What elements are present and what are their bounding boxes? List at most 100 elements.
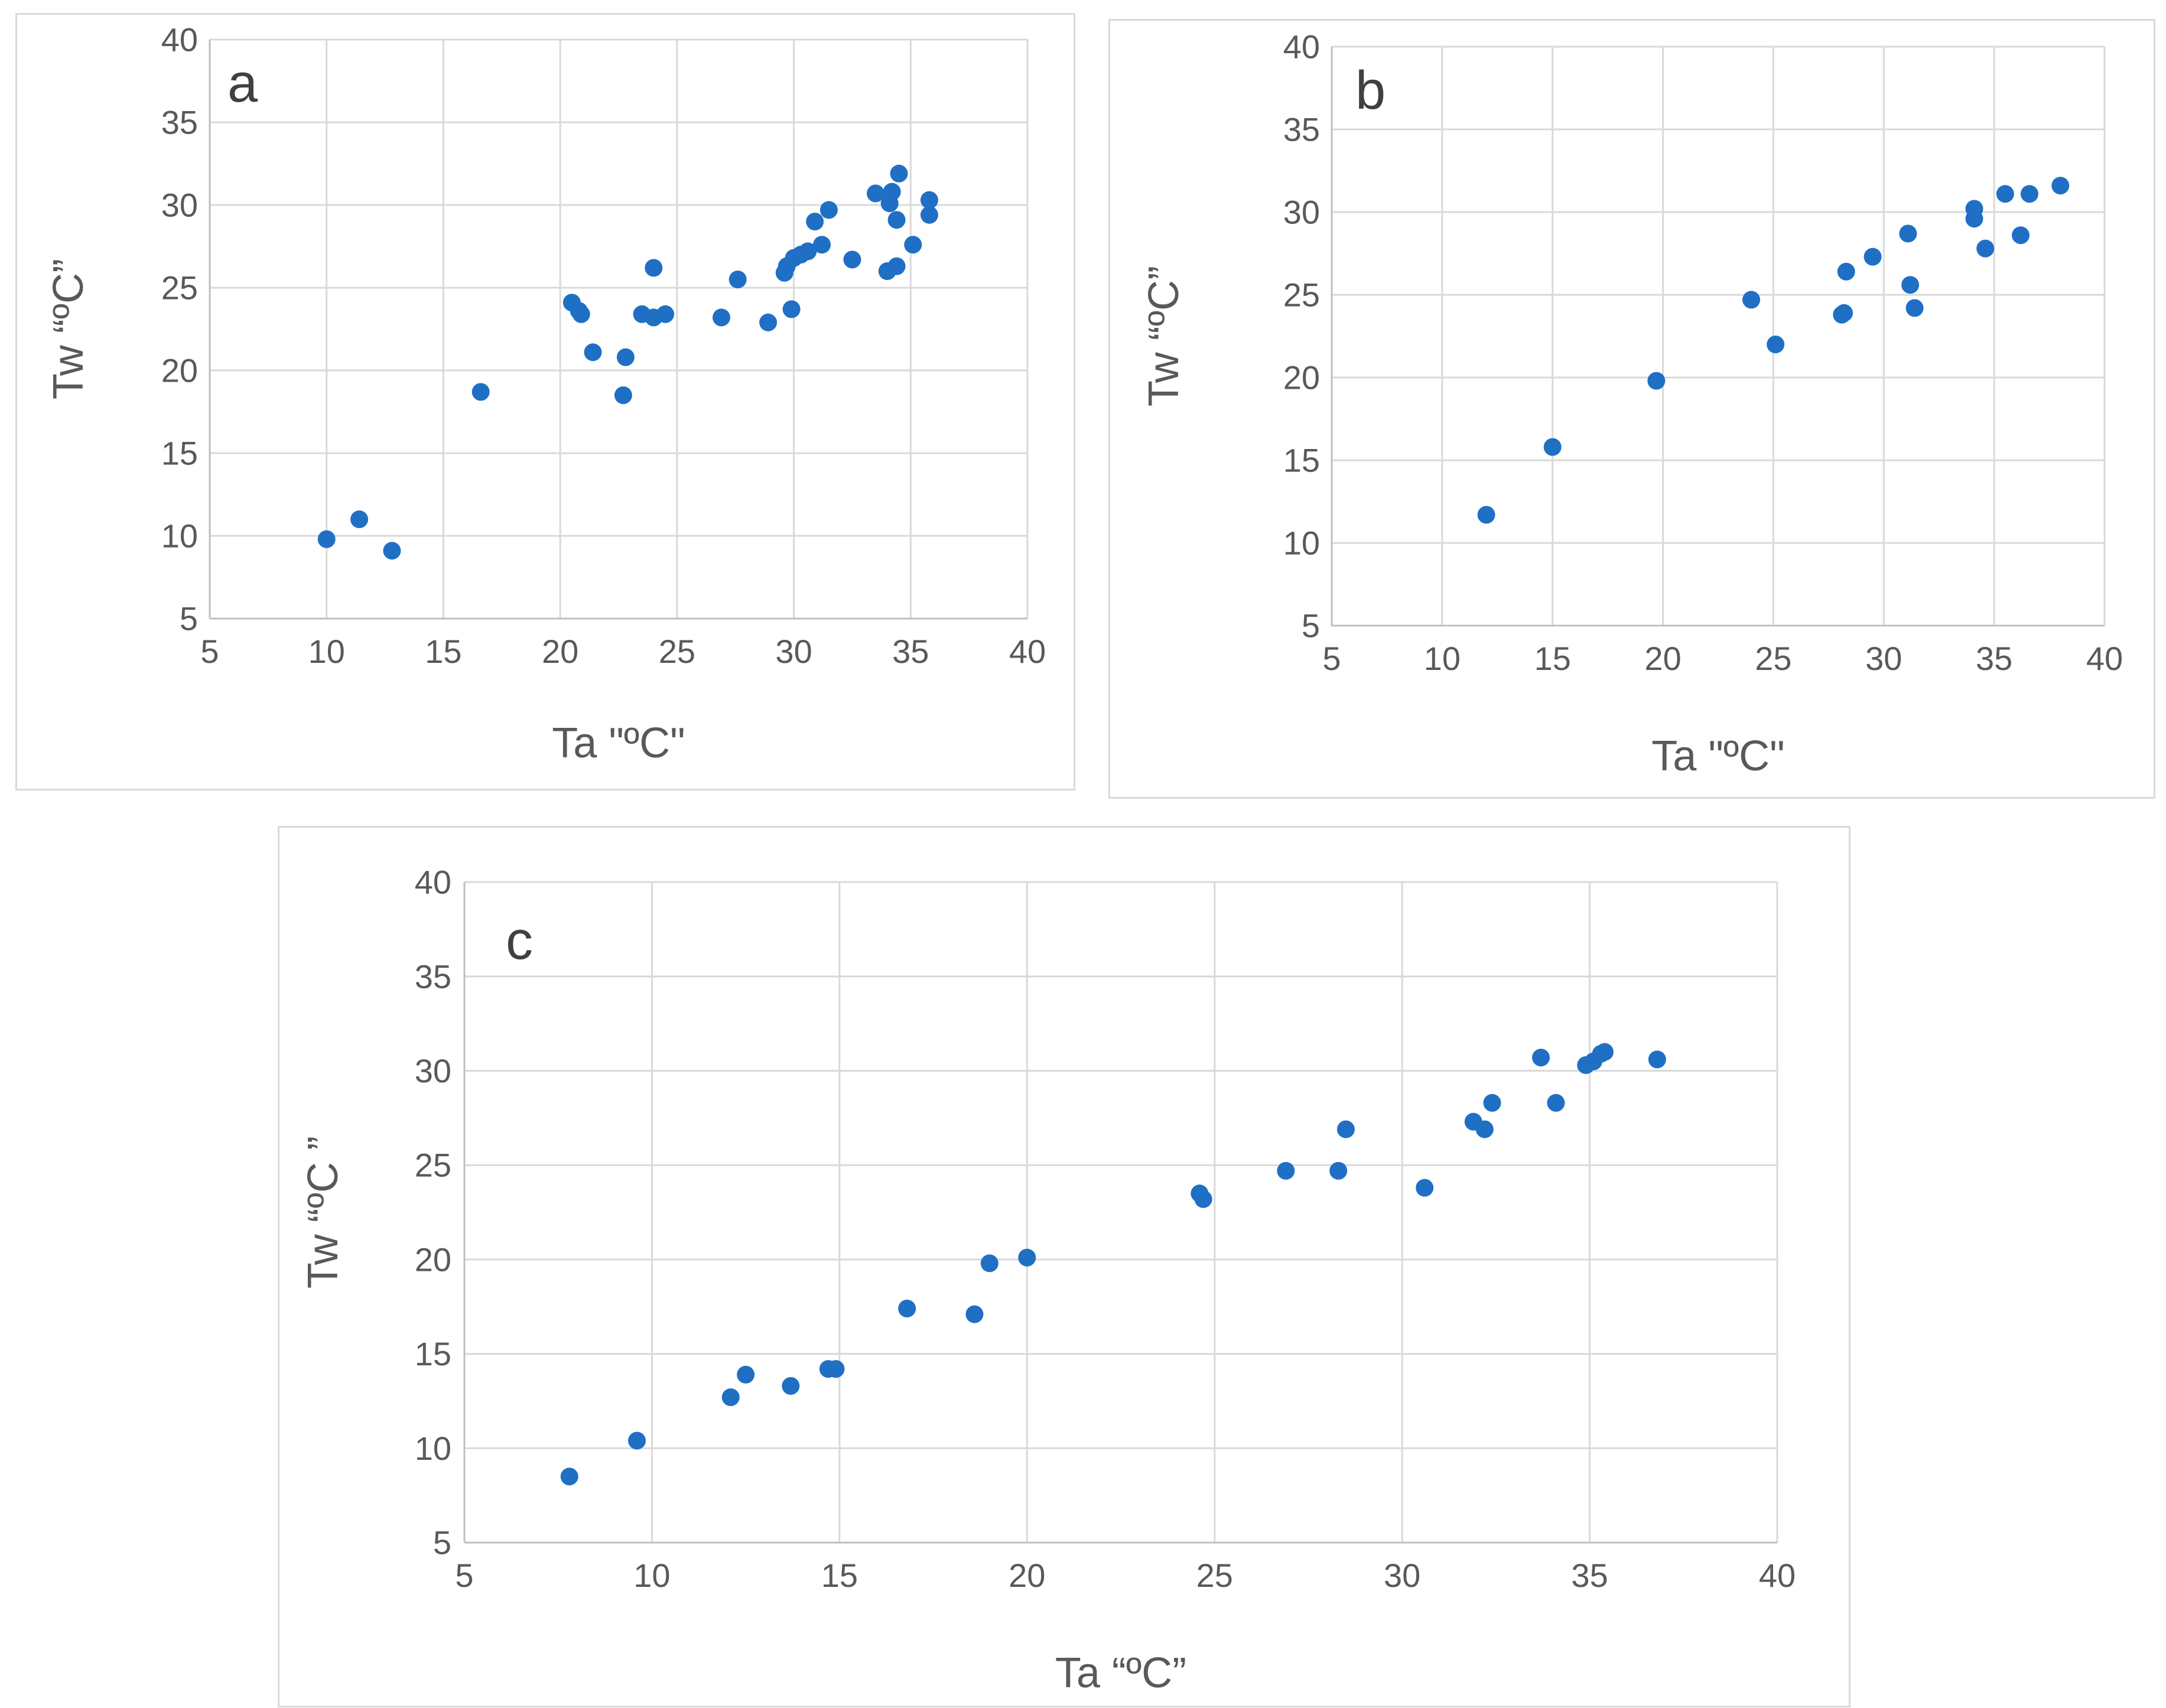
data-point (721, 1388, 740, 1407)
x-tick-label: 20 (542, 633, 578, 670)
panel-label: c (506, 910, 533, 971)
data-point (1018, 1248, 1036, 1267)
y-tick-label: 25 (161, 269, 198, 307)
data-point (656, 305, 675, 323)
x-tick-label: 15 (425, 633, 461, 670)
data-point (866, 184, 884, 203)
x-tick-label: 35 (1976, 640, 2012, 677)
data-point (799, 242, 817, 261)
y-tick-label: 15 (1283, 442, 1320, 479)
x-tick-label: 30 (1865, 640, 1902, 677)
y-tick-label: 25 (1283, 276, 1320, 314)
data-point (1475, 1120, 1494, 1138)
x-tick-label: 10 (1424, 640, 1461, 677)
data-point (1905, 299, 1924, 317)
data-point (560, 1468, 578, 1486)
x-tick-label: 5 (455, 1557, 473, 1594)
data-point (1595, 1043, 1614, 1061)
data-point (1277, 1162, 1295, 1180)
data-point (1863, 248, 1882, 266)
data-point (471, 383, 490, 401)
data-point (1996, 185, 2014, 203)
x-tick-label: 15 (1534, 640, 1571, 677)
data-point (1483, 1094, 1501, 1112)
data-point (616, 348, 635, 366)
data-point (350, 510, 369, 528)
y-tick-label: 20 (161, 352, 198, 389)
x-tick-label: 35 (1571, 1557, 1608, 1594)
data-point (628, 1432, 646, 1450)
x-tick-label: 40 (1759, 1557, 1796, 1594)
data-point (1976, 239, 1995, 258)
data-point (712, 308, 730, 327)
x-tick-label: 25 (659, 633, 695, 670)
y-tick-label: 35 (1283, 111, 1320, 148)
data-point (887, 257, 906, 275)
data-point (614, 386, 632, 404)
y-tick-label: 5 (1302, 607, 1320, 645)
data-point (883, 183, 901, 201)
x-axis-title: Ta "ºC" (1651, 733, 1784, 780)
y-tick-label: 5 (433, 1524, 451, 1561)
x-axis-title: Ta “ºC” (1055, 1650, 1186, 1697)
x-axis-title: Ta "ºC" (552, 720, 685, 767)
chart-panel-a: 5 10 15 20 25 30 35 40 5 10 15 20 25 30 35 40 Ta "ºC" Tw … (15, 13, 1075, 790)
data-point (1742, 291, 1761, 309)
data-point (1647, 372, 1666, 390)
data-point (1194, 1190, 1212, 1208)
y-tick-label: 15 (415, 1335, 451, 1372)
y-tick-label: 30 (161, 187, 198, 224)
chart-panel-c: 5 10 15 20 25 30 35 40 5 10 15 20 25 30 35 40 Ta “ºC” Tw … (278, 826, 1850, 1707)
panel-label: b (1355, 60, 1386, 121)
x-tick-label: 20 (1644, 640, 1681, 677)
scatter-plot-b: 5 10 15 20 25 30 35 40 5 10 15 20 25 30 35 40 Ta "ºC" Tw … (1140, 28, 2123, 780)
data-point (887, 211, 906, 229)
data-point (813, 236, 831, 254)
y-tick-label: 10 (415, 1430, 451, 1467)
x-tick-label: 15 (821, 1557, 858, 1594)
data-point (737, 1365, 755, 1384)
data-point (1532, 1049, 1550, 1067)
x-tick-label: 40 (2086, 640, 2123, 677)
data-point (1901, 276, 1920, 294)
data-point (1835, 304, 1853, 322)
data-point (317, 530, 336, 548)
data-point (1543, 438, 1562, 456)
data-point (1837, 262, 1855, 281)
y-tick-label: 20 (415, 1241, 451, 1278)
x-tick-label: 10 (633, 1557, 670, 1594)
y-tick-label: 25 (415, 1147, 451, 1184)
data-point (965, 1305, 984, 1323)
data-point (843, 250, 861, 269)
data-point (2051, 177, 2070, 195)
data-point (806, 213, 824, 230)
panel-label: a (227, 53, 258, 113)
data-point (1336, 1120, 1355, 1138)
data-point (819, 201, 838, 219)
data-point (782, 1377, 800, 1395)
data-point (904, 236, 922, 254)
y-axis-title: Tw “ºC” (1140, 266, 1188, 406)
x-tick-label: 35 (892, 633, 929, 670)
y-tick-label: 5 (180, 600, 198, 637)
x-tick-label: 5 (1322, 640, 1341, 677)
data-point (920, 191, 938, 209)
data-point (1547, 1094, 1565, 1112)
data-point (572, 305, 590, 323)
y-axis-title: Tw “ºC ” (300, 1136, 347, 1289)
data-point (1329, 1162, 1348, 1180)
data-point (898, 1299, 916, 1317)
y-tick-label: 10 (161, 518, 198, 555)
y-tick-label: 40 (1283, 28, 1320, 66)
data-point (920, 206, 938, 224)
data-point (1965, 200, 1983, 218)
y-tick-label: 35 (415, 958, 451, 995)
data-point (383, 542, 401, 560)
y-tick-label: 30 (1283, 194, 1320, 231)
data-point (759, 313, 778, 331)
data-point (782, 300, 801, 318)
y-tick-label: 30 (415, 1052, 451, 1089)
data-point (1899, 225, 1917, 243)
y-tick-label: 10 (1283, 525, 1320, 562)
data-point (2020, 185, 2038, 203)
